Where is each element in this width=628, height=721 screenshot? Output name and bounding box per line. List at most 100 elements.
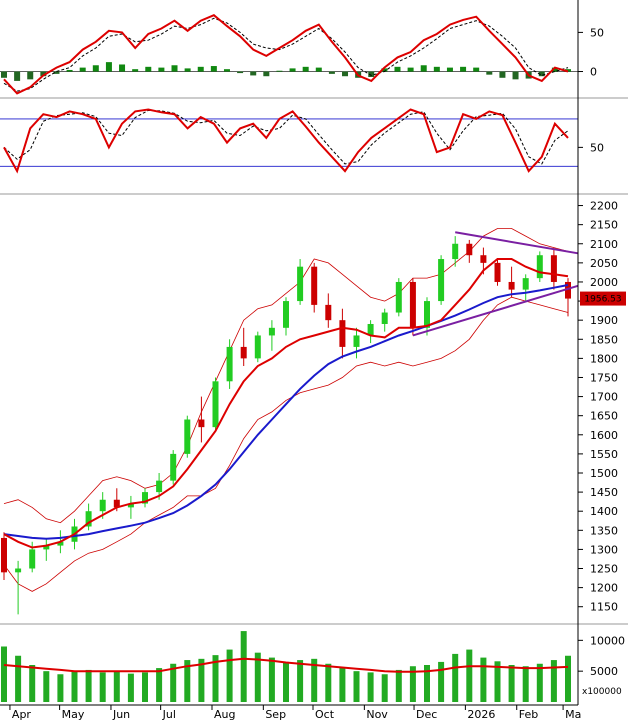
macd-histogram-bar	[40, 71, 47, 77]
price-axis-tick-label: 1800	[590, 352, 618, 365]
candle-body	[156, 480, 163, 493]
volume-bar	[283, 661, 289, 702]
candle-body	[409, 281, 416, 328]
macd-histogram-bar	[210, 66, 217, 72]
volume-bars	[1, 631, 571, 702]
volume-bar	[1, 646, 7, 702]
macd-histogram-bar	[302, 66, 309, 72]
macd-histogram-bar	[420, 65, 427, 72]
moving-average-short	[3, 258, 569, 549]
x-axis-tick-label: Jul	[162, 708, 176, 721]
x-axis-tick-label: Sep	[265, 708, 286, 721]
candle-body	[452, 243, 459, 260]
lower-trendline	[412, 284, 579, 337]
x-axis-tick-label: 2026	[467, 708, 495, 721]
volume-axis-tick-label: 5000	[590, 665, 618, 678]
volume-bar	[452, 653, 459, 702]
volume-bar	[367, 672, 374, 702]
volume-bar	[297, 660, 304, 702]
last-price-marker: 1956.53	[580, 291, 626, 306]
candle-body	[494, 262, 501, 282]
macd-histogram-bar	[460, 66, 467, 72]
volume-bar	[536, 663, 543, 702]
volume-bar	[198, 658, 205, 702]
macd-histogram-bar	[499, 71, 506, 78]
candle-body	[438, 259, 445, 302]
candle-body	[395, 281, 402, 313]
volume-bar	[522, 666, 529, 702]
macd-histogram-bar	[551, 67, 558, 72]
volume-bar	[438, 661, 445, 702]
macd-axis-tick-label: 50	[590, 26, 604, 39]
price-axis-tick-label: 1550	[590, 448, 618, 461]
macd-histogram-bar	[237, 71, 244, 74]
volume-bar	[311, 658, 318, 702]
volume-axis-tick-label: 10000	[590, 634, 625, 647]
macd-line	[3, 14, 569, 95]
candle-body	[29, 549, 36, 569]
price-y-axis: 2200215021002050200019501900185018001750…	[578, 200, 618, 614]
volume-bar	[170, 663, 177, 702]
volume-unit-label: x100000	[582, 687, 622, 697]
macd-histogram-bar	[53, 71, 60, 74]
macd-histogram-bar	[105, 62, 112, 72]
volume-bar	[156, 668, 163, 702]
volume-bar	[29, 665, 36, 702]
volume-bar	[480, 657, 487, 702]
volume-bar	[240, 631, 247, 702]
candle-body	[268, 327, 275, 336]
macd-histogram-bar	[473, 67, 480, 72]
macd-axis-tick-label: 0	[590, 66, 597, 79]
x-axis-tick-label: May	[62, 708, 85, 721]
candle-body	[424, 301, 430, 328]
price-axis-tick-label: 2000	[590, 276, 618, 289]
candle-body	[212, 381, 219, 428]
moving-average-long	[3, 284, 569, 540]
candle-body	[240, 346, 247, 359]
bollinger-upper-band	[3, 228, 569, 524]
candle-body	[381, 312, 388, 324]
volume-bar	[57, 674, 64, 702]
x-axis-tick-label: Aug	[214, 708, 235, 721]
candlesticks	[1, 236, 571, 615]
candle-body	[522, 278, 529, 290]
macd-histogram-bar	[14, 71, 21, 81]
macd-histogram-bar	[145, 66, 152, 72]
candle-body	[85, 511, 92, 527]
x-axis-tick-label: Ma	[565, 708, 581, 721]
bollinger-lower-band	[3, 296, 569, 592]
macd-histogram-bar	[276, 70, 283, 72]
x-axis-tick-label: Oct	[315, 708, 335, 721]
rsi-panel: 50	[0, 108, 604, 174]
rsi-y-axis: 50	[578, 141, 604, 154]
candle-body	[367, 323, 374, 336]
last-price-label: 1956.53	[584, 295, 621, 305]
candle-body	[99, 499, 106, 512]
candle-body	[311, 266, 318, 305]
volume-bar	[424, 665, 430, 702]
candle-body	[170, 453, 177, 481]
upper-trendline	[455, 231, 579, 255]
x-axis-tick-label: Jun	[112, 708, 130, 721]
price-axis-tick-label: 2150	[590, 219, 618, 232]
macd-histogram-bar	[486, 71, 493, 75]
x-axis-tick-label: Dec	[416, 708, 437, 721]
macd-histogram-bar	[328, 71, 335, 74]
candle-body	[283, 301, 289, 328]
price-axis-tick-label: 1900	[590, 314, 618, 327]
macd-histogram-bar	[66, 69, 73, 72]
volume-bar	[565, 655, 571, 702]
candle-body	[536, 255, 543, 279]
rsi-line	[3, 108, 569, 174]
macd-histogram-bar	[158, 67, 165, 72]
x-axis-tick-label: Feb	[519, 708, 538, 721]
price-axis-tick-label: 1300	[590, 543, 618, 556]
volume-bar	[226, 649, 233, 702]
volume-bar	[494, 661, 501, 702]
price-axis-tick-label: 1600	[590, 429, 618, 442]
macd-histogram-bar	[119, 64, 126, 72]
macd-panel: 50 0	[0, 14, 604, 95]
candle-body	[297, 266, 304, 302]
